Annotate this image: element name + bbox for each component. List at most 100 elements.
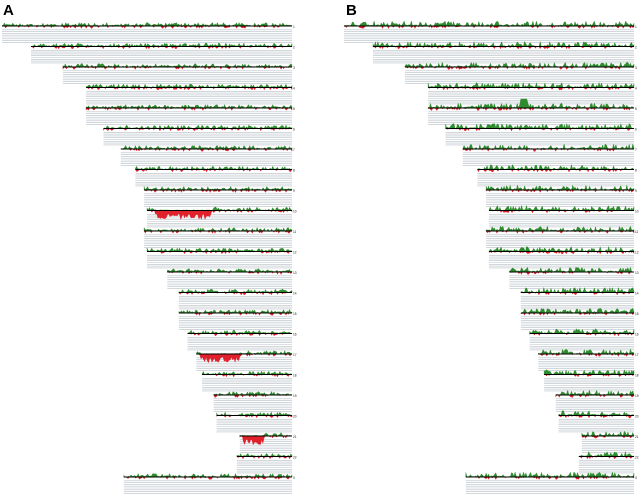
- gain-profile: [343, 20, 635, 27]
- chromosome-track-8: 8: [135, 165, 295, 187]
- chromosome-track-5: 5: [427, 98, 637, 125]
- chromosome-track-21: 21: [581, 430, 639, 453]
- chromosome-track-4: 4: [427, 81, 637, 105]
- chromosome-label: 22: [293, 456, 297, 460]
- gain-profile: [404, 61, 635, 68]
- chromosome-label: 17: [635, 353, 639, 357]
- chromosome-track-2: 2: [30, 42, 295, 64]
- gain-profile: [146, 206, 293, 211]
- chromosome-track-13: 13: [167, 268, 297, 289]
- gain-profile: [178, 309, 293, 314]
- chromosome-label: 7: [293, 148, 295, 152]
- chromosome-label: 5: [635, 107, 637, 111]
- chromosome-label: 22: [635, 456, 639, 460]
- chromosome-track-19: 19: [555, 389, 639, 412]
- gain-profile: [146, 247, 293, 252]
- gain-profile: [485, 184, 635, 191]
- chromosome-track-11: 11: [143, 226, 297, 248]
- chromosome-label: 12: [635, 251, 639, 255]
- gain-profile: [178, 288, 293, 293]
- chromosome-track-8: 8: [477, 163, 637, 187]
- gain-profile: [196, 350, 293, 355]
- chromosome-label: 21: [293, 435, 297, 439]
- gain-profile: [216, 411, 293, 416]
- chromosome-label: 12: [293, 251, 297, 255]
- chromosome-track-4: 4: [85, 83, 295, 105]
- chromosome-label: 3: [293, 66, 295, 70]
- gain-profile: [372, 40, 635, 48]
- panel-label-a: A: [3, 2, 14, 19]
- gain-profile: [85, 104, 293, 109]
- chromosome-label: 10: [635, 210, 639, 214]
- gain-profile: [520, 307, 635, 314]
- chromosome-track-22: 22: [236, 452, 297, 474]
- chromosome-track-X: X: [123, 473, 296, 494]
- gain-profile: [1, 21, 293, 27]
- chromosome-track-6: 6: [445, 122, 637, 146]
- chromosome-track-15: 15: [520, 307, 639, 330]
- chromosome-label: 8: [635, 169, 637, 173]
- chromosome-label: 1: [635, 25, 637, 29]
- chromosome-label: 1: [293, 25, 295, 29]
- chromosome-label: 2: [293, 46, 295, 50]
- chromosome-label: 3: [635, 66, 637, 70]
- chromosome-track-14: 14: [520, 286, 639, 310]
- chromosome-label: 16: [293, 333, 297, 337]
- chromosome-label: 4: [635, 87, 637, 91]
- gain-profile: [143, 186, 293, 191]
- chromosome-track-18: 18: [543, 369, 639, 392]
- gain-profile: [558, 410, 635, 416]
- chromosome-track-21: 21: [239, 432, 297, 453]
- gain-profile: [201, 370, 293, 375]
- chromosome-track-5: 5: [85, 104, 295, 125]
- gain-profile: [427, 81, 635, 88]
- gain-profile: [445, 122, 635, 130]
- chromosome-label: 19: [635, 394, 639, 398]
- chromosome-track-1: 1: [343, 20, 637, 43]
- chromosome-label: 15: [635, 312, 639, 316]
- chromosome-track-7: 7: [120, 145, 295, 166]
- chromosome-track-14: 14: [178, 288, 297, 310]
- gain-profile: [488, 245, 635, 253]
- gain-profile: [187, 329, 293, 334]
- loss-profile: [120, 148, 293, 152]
- gain-profile: [477, 163, 635, 171]
- gain-profile: [543, 369, 635, 375]
- chromosome-track-16: 16: [187, 329, 297, 351]
- gain-profile: [123, 473, 293, 478]
- chromosome-track-17: 17: [538, 348, 639, 371]
- chromosome-track-3: 3: [404, 61, 637, 84]
- chromosome-label: 13: [635, 271, 639, 275]
- gain-profile: [120, 145, 293, 150]
- chromosome-label: 9: [635, 189, 637, 193]
- chromosome-track-6: 6: [103, 124, 295, 146]
- chromosome-track-12: 12: [146, 247, 297, 269]
- gain-profile: [488, 204, 635, 212]
- gain-profile: [30, 42, 293, 47]
- chromosome-label: 10: [293, 210, 297, 214]
- chromosome-track-7: 7: [462, 143, 637, 166]
- chromosome-track-10: 10: [146, 206, 297, 228]
- chromosome-track-12: 12: [488, 245, 639, 269]
- chromosome-label: X: [293, 476, 296, 480]
- chromosome-track-17: 17: [196, 350, 297, 371]
- chromosome-track-20: 20: [216, 411, 297, 433]
- chromosome-track-20: 20: [558, 410, 639, 433]
- chromosome-track-22: 22: [578, 450, 639, 474]
- gain-profile: [239, 432, 293, 437]
- chromosome-label: 17: [293, 353, 297, 357]
- chromosome-label: 18: [635, 374, 639, 378]
- chromosome-track-18: 18: [201, 370, 297, 392]
- chromosome-track-15: 15: [178, 309, 297, 330]
- chromosome-label: 7: [635, 148, 637, 152]
- chromosome-track-X: X: [465, 471, 638, 494]
- chromosome-label: 20: [635, 415, 639, 419]
- chromosome-track-9: 9: [485, 184, 637, 207]
- chromosome-label: 9: [293, 189, 295, 193]
- gain-profile: [85, 83, 293, 88]
- gain-profile: [167, 268, 293, 273]
- panel-label-b: B: [346, 2, 357, 19]
